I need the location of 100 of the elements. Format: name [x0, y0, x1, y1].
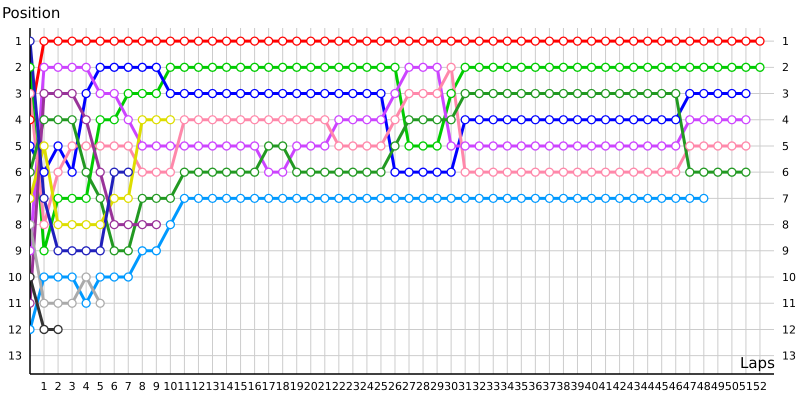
x-tick-label: 28	[416, 380, 430, 393]
point	[418, 168, 428, 177]
point	[460, 36, 470, 46]
y-tick-label: 12	[8, 323, 22, 336]
point	[713, 141, 722, 151]
point	[643, 62, 652, 72]
point	[208, 115, 218, 124]
y-tick-label: 1	[15, 35, 22, 48]
point	[166, 62, 176, 72]
point	[334, 168, 344, 177]
point	[53, 194, 63, 204]
point	[671, 62, 680, 72]
point	[432, 62, 442, 72]
point	[110, 115, 119, 124]
point	[558, 141, 568, 151]
point	[446, 168, 456, 177]
point	[741, 62, 751, 72]
point	[194, 141, 204, 151]
point	[418, 36, 428, 46]
point	[713, 62, 722, 72]
point	[600, 168, 610, 177]
point	[474, 194, 484, 204]
x-tick-label: 38	[556, 380, 570, 393]
point	[306, 141, 316, 151]
point	[250, 36, 260, 46]
point	[376, 194, 386, 204]
point	[152, 220, 161, 230]
y-tick-label: 3	[15, 87, 22, 100]
point	[474, 141, 484, 151]
point	[671, 88, 680, 98]
point	[208, 194, 218, 204]
point	[446, 88, 456, 98]
x-tick-label: 52	[752, 380, 767, 393]
point	[82, 246, 91, 256]
y2-tick-label: 6	[782, 166, 789, 180]
point	[544, 115, 554, 124]
x-tick-label: 44	[640, 380, 655, 393]
point	[699, 115, 708, 124]
point	[755, 62, 765, 72]
point	[713, 36, 722, 46]
point	[152, 88, 161, 98]
x-tick-label: 6	[110, 380, 118, 393]
point	[390, 141, 400, 151]
point	[53, 272, 63, 282]
point	[488, 141, 498, 151]
point	[194, 62, 204, 72]
point	[488, 62, 498, 72]
point	[96, 194, 105, 204]
point	[264, 88, 274, 98]
point	[446, 115, 456, 124]
point	[124, 115, 133, 124]
y-tick-label: 8	[15, 218, 22, 232]
point	[432, 141, 442, 151]
point	[643, 36, 652, 46]
point	[362, 62, 372, 72]
x-tick-label: 39	[570, 380, 584, 393]
y-axis-title: Position	[2, 4, 60, 22]
point	[741, 36, 751, 46]
point	[166, 220, 176, 230]
point	[699, 194, 708, 204]
point	[643, 141, 652, 151]
point	[685, 88, 694, 98]
point	[530, 62, 540, 72]
point	[39, 298, 49, 308]
point	[558, 115, 568, 124]
point	[348, 168, 358, 177]
point	[334, 115, 344, 124]
point	[124, 62, 133, 72]
point	[110, 88, 119, 98]
y-tick-label: 9	[15, 244, 22, 258]
point	[600, 88, 610, 98]
point	[600, 62, 610, 72]
point	[572, 62, 582, 72]
point	[53, 141, 63, 151]
point	[530, 88, 540, 98]
point	[166, 36, 176, 46]
point	[222, 115, 232, 124]
point	[320, 88, 330, 98]
point	[334, 36, 344, 46]
point	[250, 88, 260, 98]
point	[544, 88, 554, 98]
y2-tick-label: 4	[782, 114, 789, 127]
point	[727, 36, 737, 46]
point	[208, 141, 218, 151]
point	[544, 194, 554, 204]
point	[264, 36, 274, 46]
point	[516, 88, 526, 98]
point	[67, 246, 77, 256]
y-tick-label: 6	[15, 166, 22, 180]
y2-tick-label: 12	[782, 323, 796, 336]
point	[558, 194, 568, 204]
point	[643, 194, 652, 204]
x-tick-label: 47	[682, 380, 697, 393]
point	[306, 88, 316, 98]
point	[39, 246, 49, 256]
point	[572, 88, 582, 98]
point	[432, 194, 442, 204]
point	[614, 168, 624, 177]
point	[488, 115, 498, 124]
point	[628, 36, 638, 46]
